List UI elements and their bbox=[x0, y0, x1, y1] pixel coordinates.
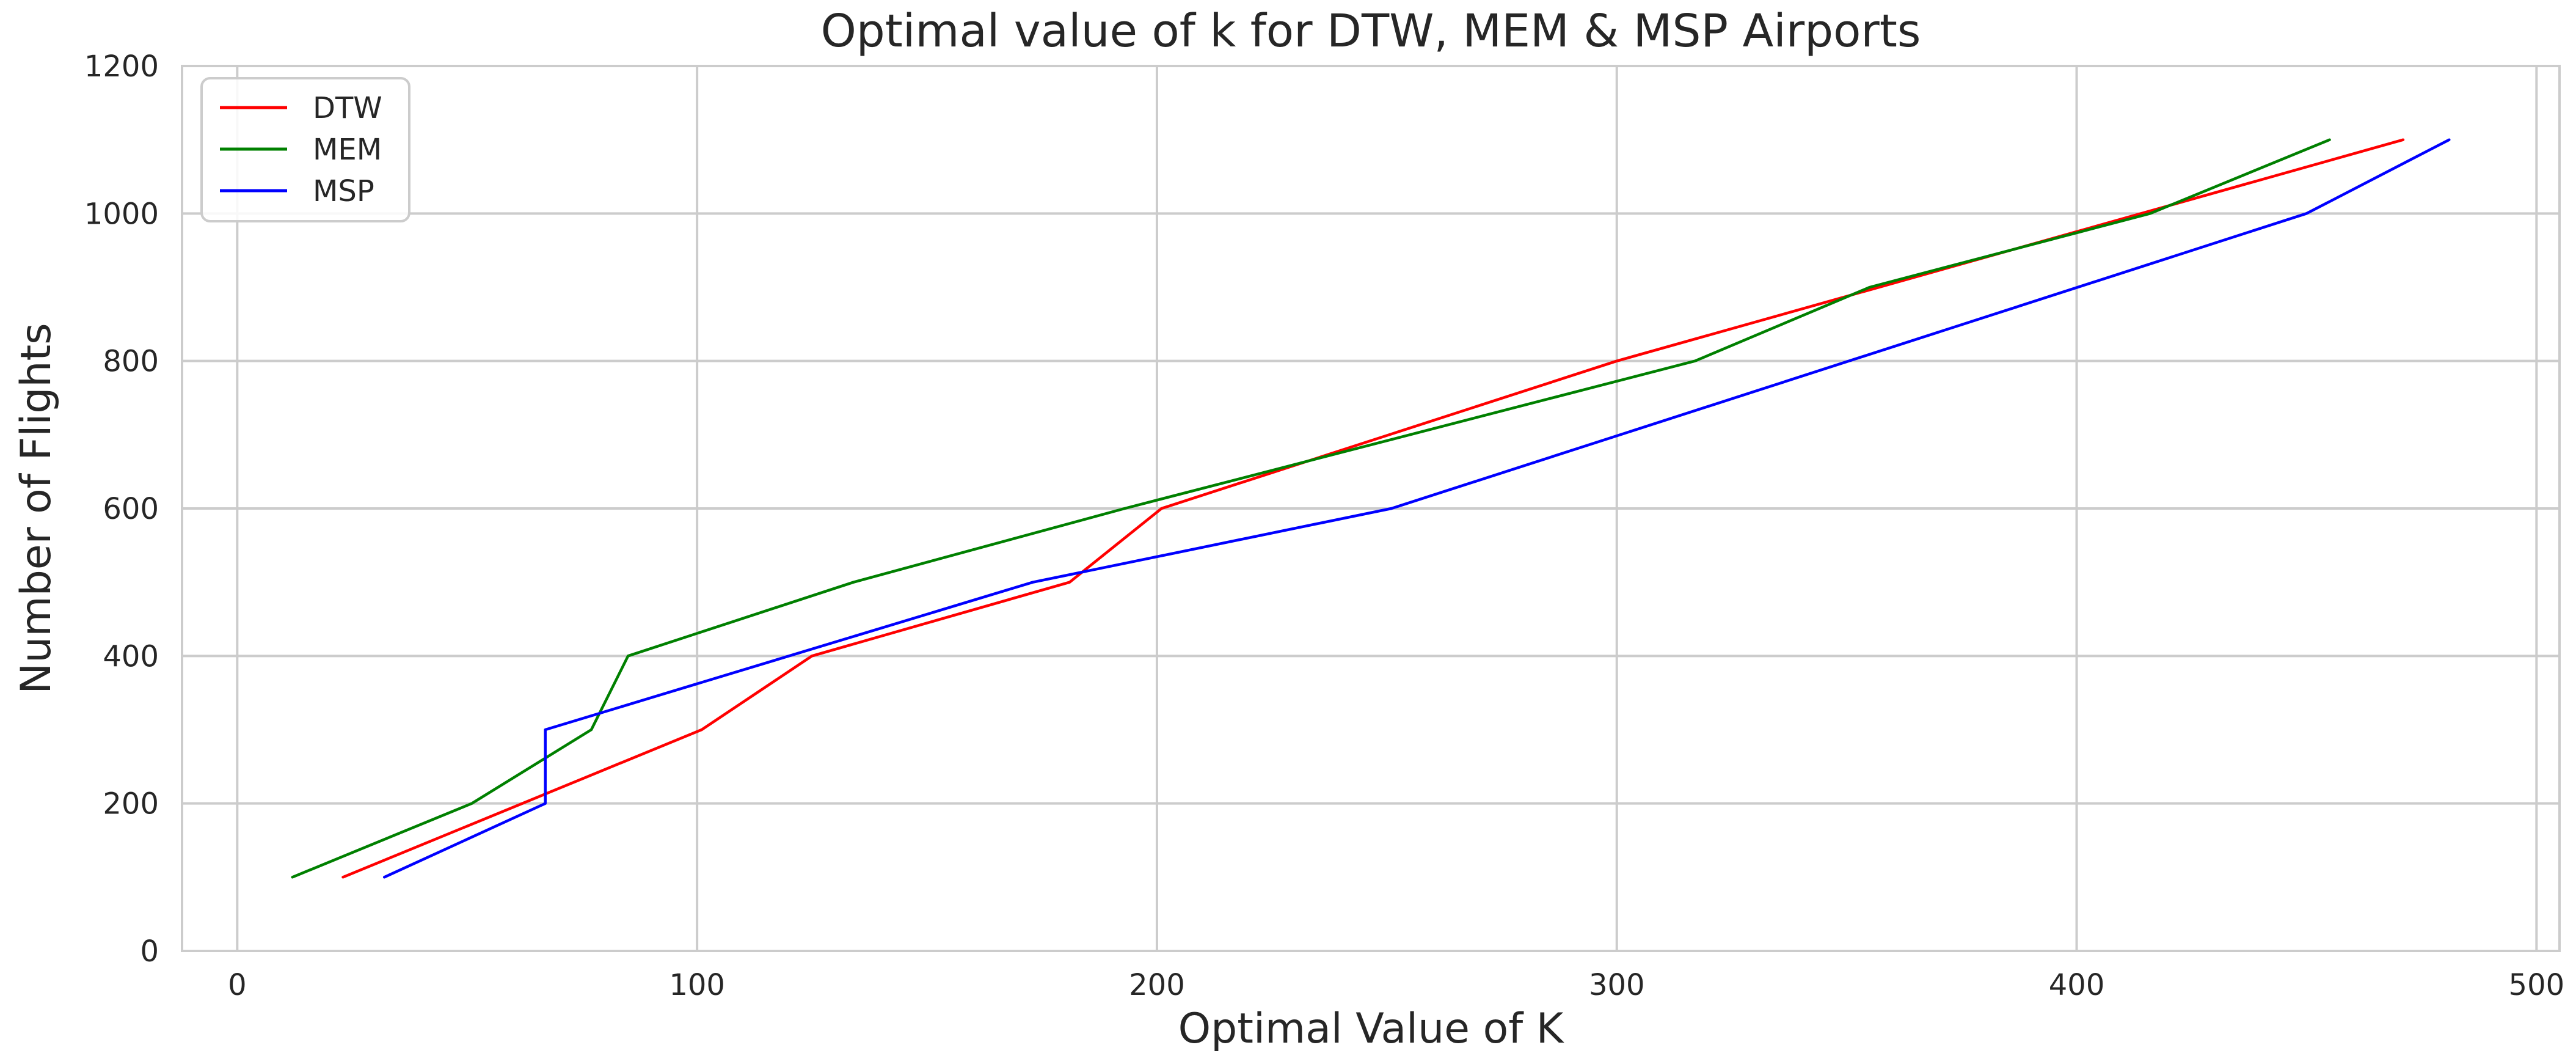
y-tick-label: 600 bbox=[103, 492, 159, 526]
series-line-dtw bbox=[341, 138, 2405, 879]
y-tick-label: 800 bbox=[103, 345, 159, 379]
x-tick-label: 500 bbox=[2509, 968, 2565, 1002]
y-axis-title: Number of Flights bbox=[12, 323, 60, 694]
legend: DTW MEM MSP bbox=[200, 77, 410, 222]
x-tick-label: 200 bbox=[1129, 968, 1185, 1002]
y-tick-label: 0 bbox=[140, 934, 159, 969]
legend-label-msp: MSP bbox=[313, 174, 374, 208]
series-lines bbox=[291, 138, 2451, 879]
x-axis-title: Optimal Value of K bbox=[1178, 1005, 1565, 1053]
legend-label-mem: MEM bbox=[313, 133, 382, 167]
legend-box bbox=[200, 77, 410, 222]
x-tick-label: 400 bbox=[2049, 968, 2105, 1002]
legend-label-dtw: DTW bbox=[313, 91, 382, 125]
x-tick-label: 100 bbox=[669, 968, 725, 1002]
series-line-msp bbox=[382, 138, 2451, 879]
tick-labels: 0 100 200 300 400 500 0 200 400 600 800 1000 1200 bbox=[84, 50, 2564, 1002]
y-tick-label: 1000 bbox=[84, 197, 159, 231]
plot-frame bbox=[181, 65, 2561, 952]
chart-title: Optimal value of k for DTW, MEM & MSP Ai… bbox=[821, 5, 1921, 57]
y-tick-label: 400 bbox=[103, 639, 159, 673]
x-tick-label: 300 bbox=[1589, 968, 1645, 1002]
x-tick-label: 0 bbox=[228, 968, 247, 1002]
y-tick-label: 1200 bbox=[84, 50, 159, 84]
y-tick-label: 200 bbox=[103, 787, 159, 821]
series-line-mem bbox=[291, 138, 2331, 879]
